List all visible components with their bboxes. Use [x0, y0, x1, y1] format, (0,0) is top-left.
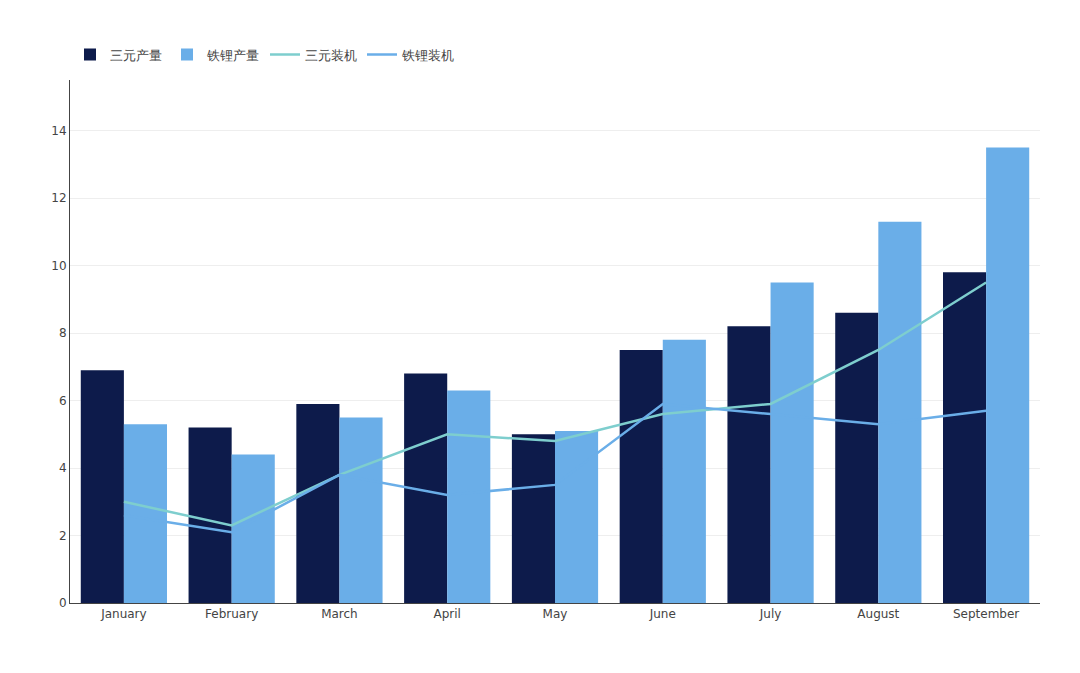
svg-text:May: May — [543, 607, 568, 621]
svg-text:12: 12 — [51, 191, 66, 205]
svg-text:铁锂产量: 铁锂产量 — [206, 48, 259, 63]
svg-text:August: August — [857, 607, 899, 621]
svg-text:三元装机: 三元装机 — [305, 48, 357, 63]
svg-text:0: 0 — [59, 596, 67, 610]
svg-text:April: April — [434, 607, 461, 621]
svg-text:July: July — [759, 607, 782, 621]
svg-text:June: June — [649, 607, 676, 621]
svg-text:February: February — [205, 607, 258, 621]
svg-text:三元产量: 三元产量 — [110, 48, 162, 63]
svg-text:10: 10 — [51, 259, 66, 273]
svg-text:January: January — [100, 607, 147, 621]
svg-text:2: 2 — [59, 529, 67, 543]
svg-text:6: 6 — [59, 394, 67, 408]
svg-text:14: 14 — [51, 124, 66, 138]
svg-text:铁锂装机: 铁锂装机 — [401, 48, 454, 63]
svg-text:September: September — [953, 607, 1019, 621]
svg-text:8: 8 — [59, 326, 67, 340]
svg-text:4: 4 — [59, 461, 67, 475]
svg-text:March: March — [321, 607, 358, 621]
